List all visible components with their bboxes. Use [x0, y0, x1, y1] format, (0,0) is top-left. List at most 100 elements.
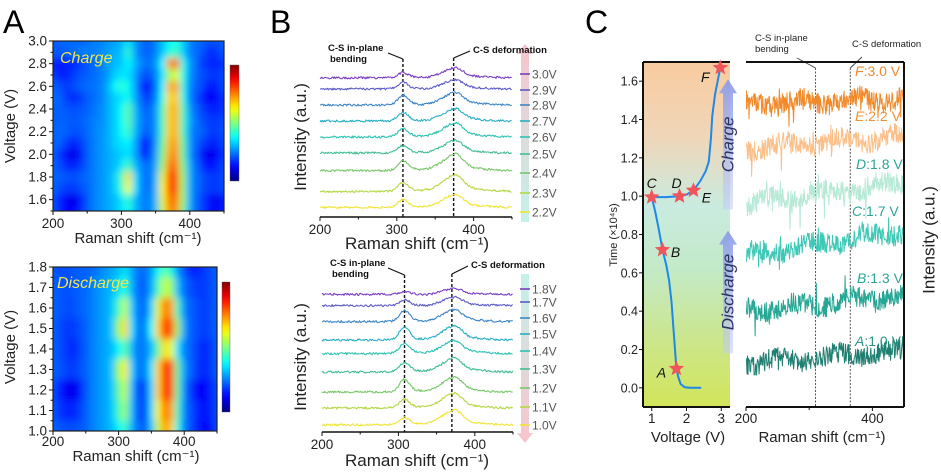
heatmap-cell — [76, 420, 84, 431]
heatmap-cell — [200, 182, 208, 195]
heatmap-cell — [135, 338, 143, 360]
y-tick-label: 2.6 — [28, 79, 47, 94]
heatmap-cell — [213, 194, 222, 206]
spectrum-trace — [319, 173, 512, 193]
heatmap-cell — [165, 69, 174, 82]
heatmap-cell — [128, 338, 136, 360]
heatmap-cell — [53, 69, 57, 82]
heatmap-cell — [141, 267, 149, 278]
heatmap-cell — [172, 69, 181, 82]
heatmap-cell — [141, 338, 149, 360]
heatmap-cell — [53, 137, 57, 150]
heatmap-cell — [138, 171, 146, 184]
heatmap-cell — [161, 359, 169, 381]
heatmap-cell — [89, 338, 97, 360]
heatmap-cell — [159, 205, 167, 211]
heatmap-cell — [152, 69, 160, 82]
heatmap-cell — [128, 277, 136, 299]
heatmap-cell — [138, 182, 146, 195]
heatmap-cell — [154, 338, 162, 360]
spectra-stack-discharge: 200 300 400 Intensity (a.u.) Raman shift (cm… — [291, 258, 557, 470]
heatmap-cell — [63, 126, 71, 138]
y-tick-label: 0.4 — [621, 305, 638, 319]
heatmap-cell — [104, 92, 112, 104]
heatmap-cell — [56, 148, 64, 161]
heatmap-cell — [138, 114, 146, 127]
heatmap-cell — [118, 148, 126, 161]
heatmap-cell — [179, 46, 187, 59]
heatmap-cell — [186, 126, 194, 138]
heatmap-cell — [121, 359, 130, 381]
spectrum-trace — [321, 339, 513, 356]
heatmap-cell — [172, 194, 181, 206]
heatmap-cell — [121, 267, 130, 278]
heatmap-cell — [108, 400, 116, 422]
heatmap-cell — [200, 267, 208, 278]
heatmap-cell — [90, 92, 98, 104]
heatmap-cell — [220, 80, 224, 93]
heatmap-cell — [90, 148, 98, 161]
heatmap-cell — [53, 160, 57, 172]
heatmap-cell — [152, 41, 160, 48]
heatmap-cell — [213, 338, 217, 360]
heatmap-cell — [97, 46, 105, 59]
annotation-label: C-S deformation — [852, 39, 921, 50]
heatmap-cell — [83, 92, 92, 104]
heatmap-cell — [53, 41, 57, 48]
heatmap-cell — [56, 126, 64, 138]
heatmap-cell — [154, 400, 162, 422]
y-axis-label: Voltage (V) — [2, 310, 19, 384]
heatmap-cell — [76, 379, 84, 401]
heatmap-cell — [206, 58, 215, 70]
heatmap-cell — [200, 338, 208, 360]
heatmap-cell — [97, 194, 105, 206]
heatmap-cell — [82, 400, 90, 422]
heatmap-cell — [62, 277, 70, 299]
heatmap-cell — [213, 58, 222, 70]
heatmap-cell — [179, 41, 187, 48]
heatmap-cell — [128, 267, 136, 278]
heatmap-cell — [53, 80, 57, 93]
heatmap-cell — [70, 137, 78, 150]
heatmap-cell — [90, 58, 98, 70]
heatmap-cell — [186, 41, 194, 48]
heatmap-cell — [82, 420, 90, 431]
heatmap-cell — [193, 80, 201, 93]
heatmap-cell — [90, 171, 98, 184]
heatmap-cell — [152, 205, 160, 211]
y-tick-label: 1.6 — [621, 75, 638, 89]
heatmap-cell — [69, 379, 77, 401]
legend-label: 1.4V — [532, 345, 557, 359]
spectrum-trace — [321, 375, 513, 394]
y-tick-label: 1.0 — [621, 190, 638, 204]
y-tick-label: 2.2 — [28, 124, 47, 139]
heatmap-cell — [56, 379, 64, 401]
heatmap-cell — [124, 80, 133, 93]
raman-trace — [746, 171, 904, 231]
heatmap-cell — [83, 41, 92, 48]
heatmap-cell — [179, 205, 187, 211]
heatmap-cell — [111, 103, 119, 116]
heatmap-cell — [200, 103, 208, 116]
heatmap-discharge: 1.0 1.1 1.2 1.3 1.4 1.5 1.6 1.7 1.8 200 300 400 Disc… — [2, 260, 231, 465]
trace-voltage: :2.2 V — [864, 108, 901, 124]
heatmap-cell — [70, 92, 78, 104]
heatmap-cell — [220, 114, 224, 127]
heatmap-cell — [102, 277, 110, 299]
heatmap-state-label: Charge — [60, 50, 113, 67]
heatmap-cell — [138, 160, 146, 172]
legend-label: 2.9V — [532, 84, 557, 98]
heatmap-cell — [193, 205, 201, 211]
heatmap-cell — [165, 182, 174, 195]
heatmap-cell — [145, 92, 153, 104]
heatmap-cell — [95, 267, 103, 278]
heatmap-cell — [152, 126, 160, 138]
annotation-label: bending — [330, 54, 367, 65]
heatmap-cell — [70, 69, 78, 82]
y-tick-label: 1.3 — [28, 362, 47, 377]
heatmap-cell — [97, 160, 105, 172]
x-tick-label: 2 — [683, 411, 691, 426]
heatmap-cell — [111, 148, 119, 161]
heatmap-cell — [138, 46, 146, 59]
x-tick-label: 300 — [387, 437, 410, 452]
